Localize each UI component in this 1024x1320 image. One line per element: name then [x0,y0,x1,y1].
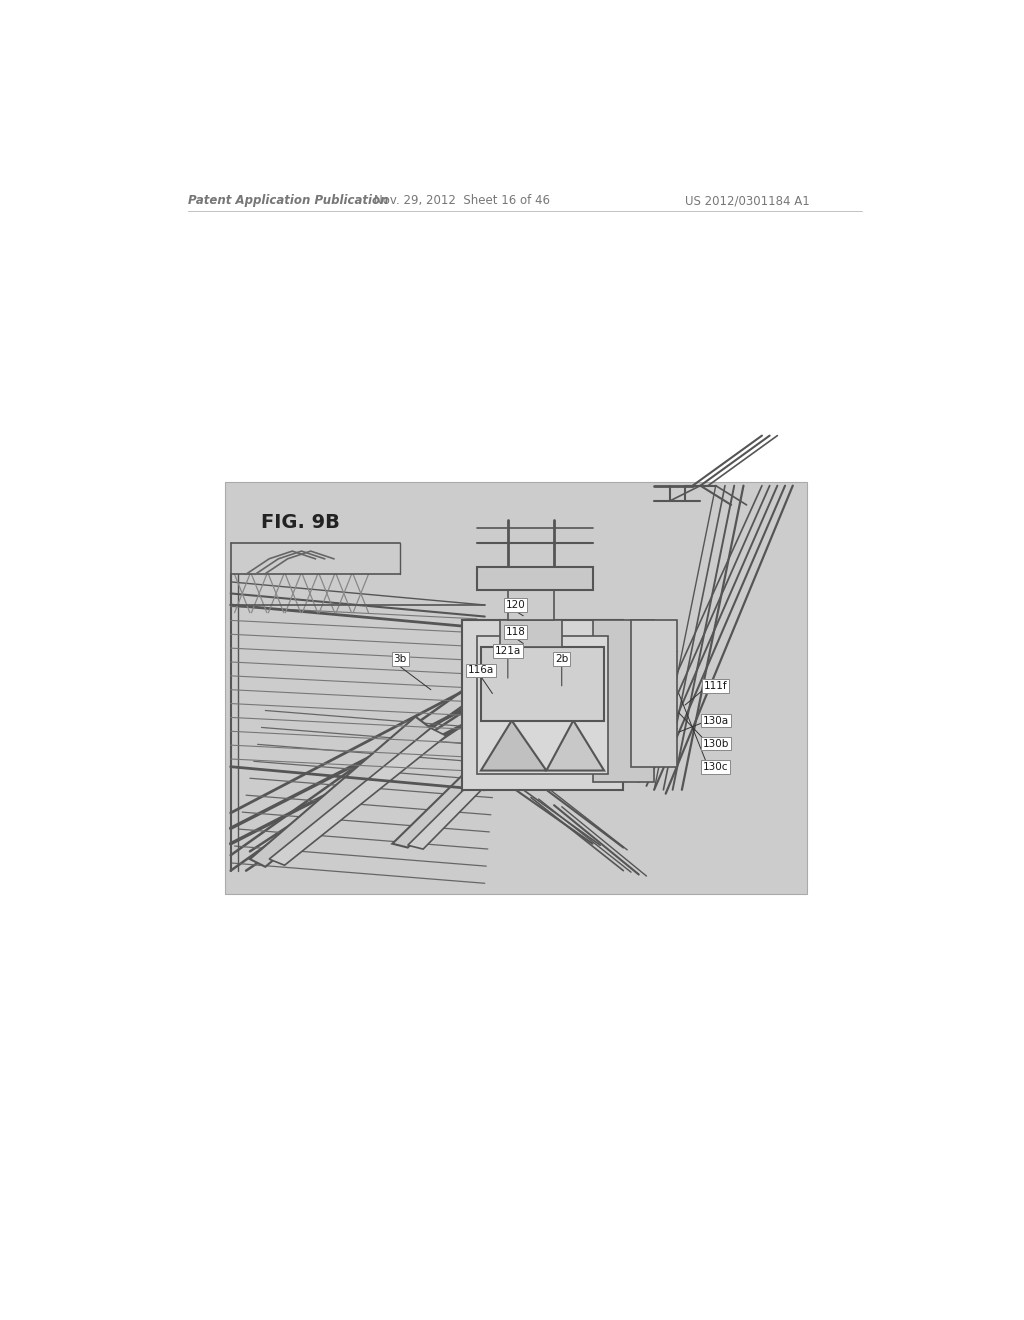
Polygon shape [462,620,624,789]
Text: 130c: 130c [703,762,728,772]
Polygon shape [481,647,604,721]
Polygon shape [269,729,446,866]
Text: 130a: 130a [702,715,729,726]
Text: 121a: 121a [495,647,521,656]
Polygon shape [508,590,554,620]
Polygon shape [593,620,654,781]
Text: Patent Application Publication: Patent Application Publication [188,194,389,207]
Text: 130b: 130b [702,739,729,748]
Polygon shape [477,566,593,590]
Polygon shape [477,636,608,775]
Polygon shape [408,742,523,849]
FancyBboxPatch shape [224,482,807,894]
Text: 3b: 3b [393,653,407,664]
Text: 120: 120 [506,601,525,610]
Polygon shape [547,721,604,771]
Polygon shape [392,738,515,847]
Polygon shape [250,717,431,867]
Text: 2b: 2b [555,653,568,664]
Text: 111f: 111f [703,681,728,690]
Polygon shape [500,620,562,647]
Polygon shape [631,620,677,767]
Text: FIG. 9B: FIG. 9B [261,512,340,532]
Text: 118: 118 [506,627,525,638]
Text: 116a: 116a [468,665,494,676]
Text: Nov. 29, 2012  Sheet 16 of 46: Nov. 29, 2012 Sheet 16 of 46 [374,194,550,207]
Polygon shape [481,721,547,771]
Text: US 2012/0301184 A1: US 2012/0301184 A1 [685,194,810,207]
